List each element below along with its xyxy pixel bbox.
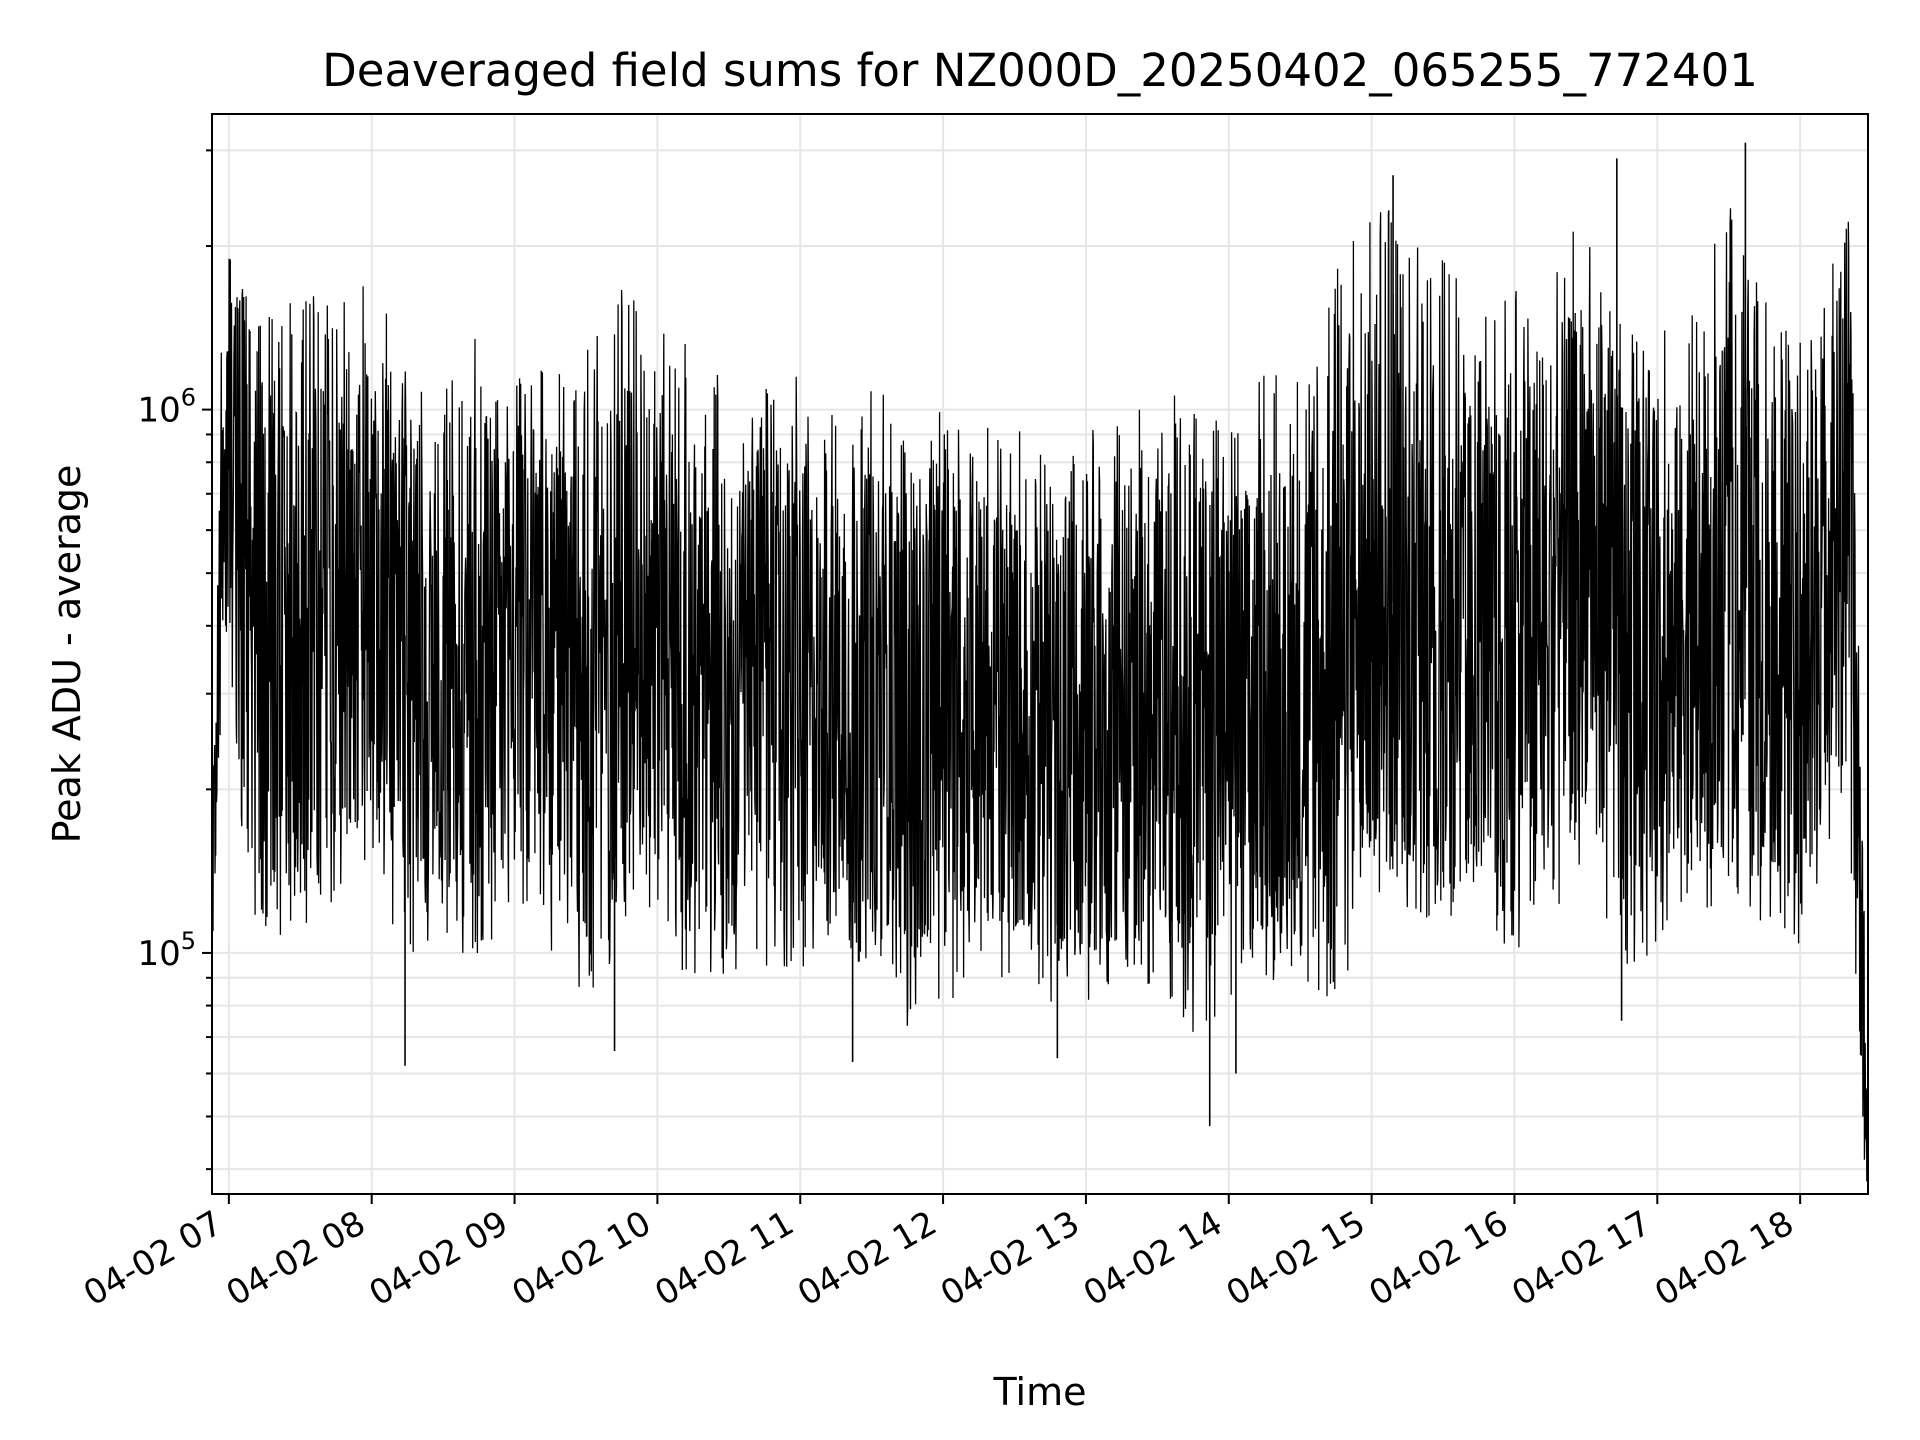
y-axis-label: Peak ADU - average <box>45 465 89 844</box>
series-line <box>211 208 1868 1182</box>
series-layer <box>211 142 1868 1182</box>
plot-frame <box>211 113 1869 1195</box>
chart-title: Deaveraged field sums for NZ000D_2025040… <box>322 44 1758 97</box>
y-tick-label: 106 <box>137 384 196 431</box>
y-tick-label: 105 <box>137 927 196 974</box>
x-axis-label: Time <box>993 1370 1087 1414</box>
